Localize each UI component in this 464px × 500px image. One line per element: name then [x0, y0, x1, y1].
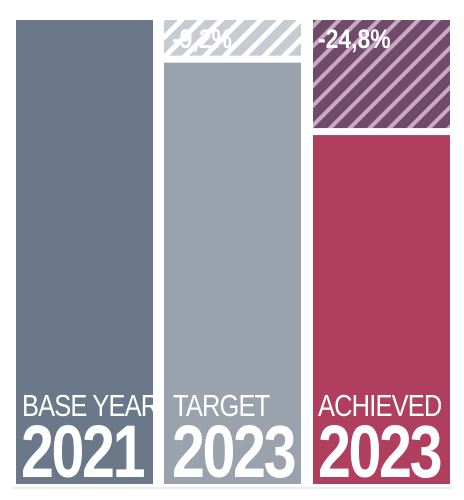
bar-label-achieved-year: 2023 — [318, 410, 442, 493]
bar-label-base-year: 2021 — [21, 410, 145, 493]
bar-label-target-top: TARGET — [173, 388, 270, 423]
bar-target — [164, 62, 301, 485]
bar-achieved — [313, 135, 450, 484]
reduction-block-achieved — [313, 20, 450, 129]
reduction-label-target: -9,2% — [172, 24, 232, 54]
reduction-label-achieved: -24,8% — [318, 24, 391, 54]
bar-label-base-top: BASE YEAR — [22, 388, 159, 423]
bar-base-year — [16, 20, 153, 484]
bar-label-target-year: 2023 — [172, 410, 296, 493]
reduction-block-target — [164, 20, 301, 56]
bar-label-achieved-top: ACHIEVED — [318, 388, 442, 423]
